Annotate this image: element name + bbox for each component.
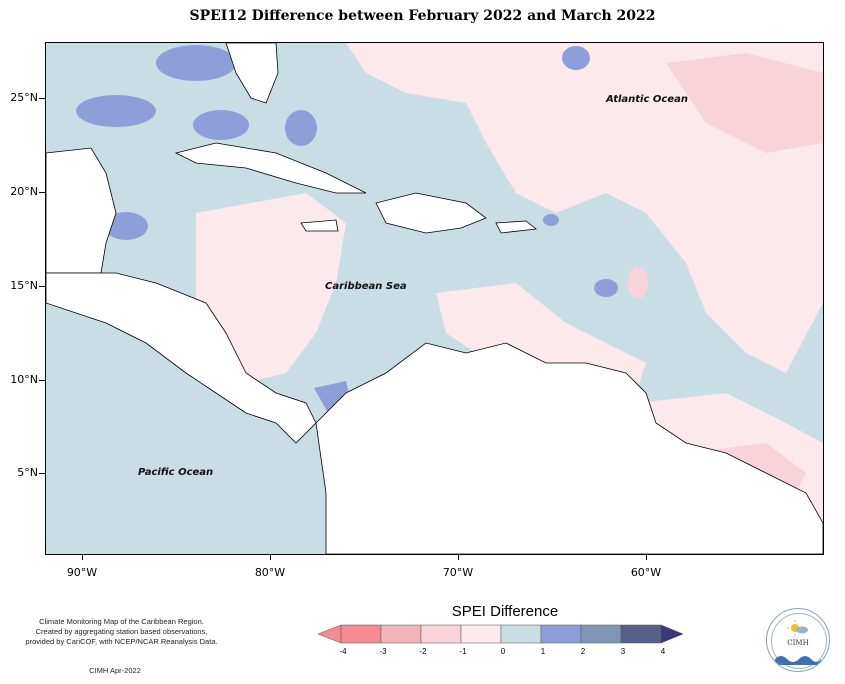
legend-tick-label: -1 [459, 647, 467, 656]
legend-swatch [380, 624, 422, 644]
pacific-ocean-label: Pacific Ocean [138, 467, 214, 478]
credit-line: Climate Monitoring Map of the Caribbean … [39, 617, 204, 626]
logo-text: CIMH [787, 639, 809, 647]
legend-tick-label: 1 [540, 647, 546, 656]
caribbean-sea-label: Caribbean Sea [325, 281, 407, 292]
legend-swatch [420, 624, 462, 644]
legend-swatch [460, 624, 502, 644]
credit-line: Created by aggregating station based obs… [35, 627, 208, 636]
legend-swatch [620, 624, 662, 644]
lon-tick-60 [646, 554, 647, 560]
issue-stamp: CIMH Apr-2022 [89, 666, 141, 675]
lat-label-10: 10°N [10, 373, 38, 386]
lat-label-5: 5°N [17, 466, 38, 479]
lat-tick-10 [39, 380, 45, 381]
map-panel [45, 42, 824, 555]
lat-label-25: 25°N [10, 91, 38, 104]
lon-label-80: 80°W [254, 566, 286, 579]
legend-swatch-low [318, 624, 342, 644]
lat-tick-5 [39, 473, 45, 474]
lon-tick-70 [458, 554, 459, 560]
wave-icon [775, 656, 821, 665]
lat-label-15: 15°N [10, 279, 38, 292]
lat-tick-15 [39, 286, 45, 287]
spei-map [46, 43, 823, 554]
logo-ring [771, 613, 827, 669]
credit-line: provided by CariCOF, with NCEP/NCAR Rean… [25, 637, 218, 646]
legend-title: SPEI Difference [451, 603, 559, 620]
legend-tick-label: -2 [419, 647, 427, 656]
legend-colorbar [318, 624, 683, 644]
sun-icon [787, 620, 808, 636]
lon-label-70: 70°W [442, 566, 474, 579]
lat-label-20: 20°N [10, 185, 38, 198]
legend-tick-label: 0 [500, 647, 506, 656]
legend-swatch [540, 624, 582, 644]
atlantic-ocean-label: Atlantic Ocean [606, 94, 688, 105]
lat-tick-25 [39, 98, 45, 99]
legend-tick-label: -3 [379, 647, 387, 656]
legend-swatch [340, 624, 382, 644]
lon-tick-90 [82, 554, 83, 560]
map-title: SPEI12 Difference between February 2022 … [189, 8, 656, 24]
legend-swatch [500, 624, 542, 644]
legend-swatch-high [660, 624, 683, 644]
lon-tick-80 [270, 554, 271, 560]
lon-label-60: 60°W [630, 566, 662, 579]
lon-label-90: 90°W [66, 566, 98, 579]
legend-tick-label: -4 [339, 647, 347, 656]
land-areas [46, 43, 823, 554]
lat-tick-20 [39, 192, 45, 193]
legend-tick-label: 2 [580, 647, 586, 656]
legend-swatch [580, 624, 622, 644]
cimh-logo: CIMH [766, 608, 830, 672]
legend-tick-label: 3 [620, 647, 626, 656]
map-credit: Climate Monitoring Map of the Caribbean … [14, 617, 229, 647]
legend-tick-label: 4 [660, 647, 666, 656]
